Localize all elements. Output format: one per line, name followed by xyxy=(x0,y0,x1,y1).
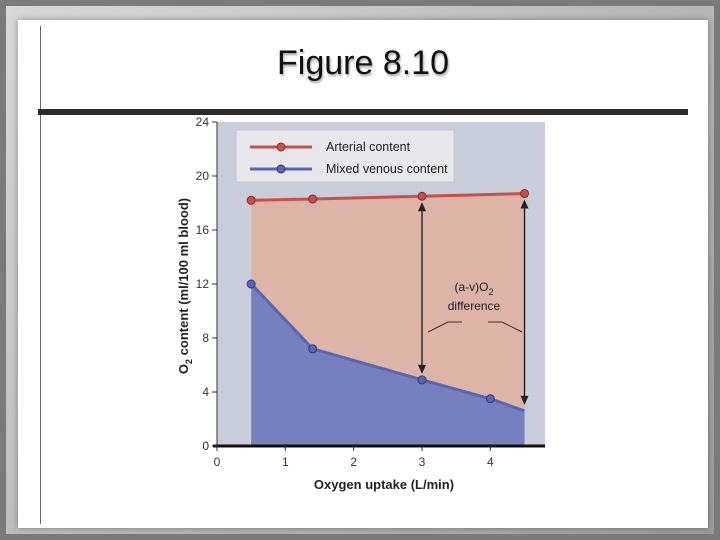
av-difference-area xyxy=(251,193,525,411)
x-axis-title: Oxygen uptake (L/min) xyxy=(314,477,454,492)
legend: Arterial content Mixed venous content xyxy=(235,129,455,183)
x-tick-label: 4 xyxy=(487,455,494,469)
left-rule xyxy=(40,26,41,524)
arterial-line xyxy=(251,192,525,202)
difference-arrow-head-up xyxy=(520,199,529,209)
legend-venous-label: Mixed venous content xyxy=(326,162,448,176)
difference-arrow-head-up xyxy=(418,202,426,212)
annotation-leader-right xyxy=(488,321,523,333)
slide-title: Figure 8.10 xyxy=(277,44,449,82)
difference-arrow-head-down xyxy=(520,395,529,405)
difference-arrow-head-down xyxy=(418,364,426,374)
x-tick-label: 2 xyxy=(350,455,357,469)
y-tick-label: 24 xyxy=(196,115,210,129)
x-tick-label: 0 xyxy=(214,455,221,469)
y-tick-label: 0 xyxy=(202,439,209,453)
y-tick-label: 4 xyxy=(202,385,209,399)
venous-point xyxy=(485,394,495,404)
venous-point xyxy=(417,375,427,385)
annotation-leader-left xyxy=(427,321,462,333)
legend-arterial-marker xyxy=(276,142,286,152)
venous-area xyxy=(251,284,525,446)
legend-arterial-label: Arterial content xyxy=(326,140,411,154)
annotation-line2: difference xyxy=(448,299,501,313)
x-tick-label: 1 xyxy=(282,455,289,469)
legend-venous-marker xyxy=(276,164,286,174)
title-rule xyxy=(38,109,688,115)
legend-box xyxy=(235,129,455,183)
arterial-point xyxy=(308,194,318,204)
y-tick-label: 12 xyxy=(196,277,210,291)
y-tick-label: 16 xyxy=(196,223,210,237)
arterial-point xyxy=(246,195,256,205)
venous-point xyxy=(246,279,256,289)
arterial-point xyxy=(520,189,529,199)
y-tick-label: 20 xyxy=(196,169,210,183)
arterial-point xyxy=(417,191,427,201)
y-axis-title: O2 content (ml/100 ml blood) xyxy=(176,198,194,374)
av-difference-annotation: (a-v)O2 difference xyxy=(427,280,523,333)
annotation-line1: (a-v)O2 xyxy=(454,280,493,297)
y-tick-label: 8 xyxy=(202,331,209,345)
x-tick-label: 3 xyxy=(419,455,426,469)
venous-point xyxy=(308,344,318,354)
